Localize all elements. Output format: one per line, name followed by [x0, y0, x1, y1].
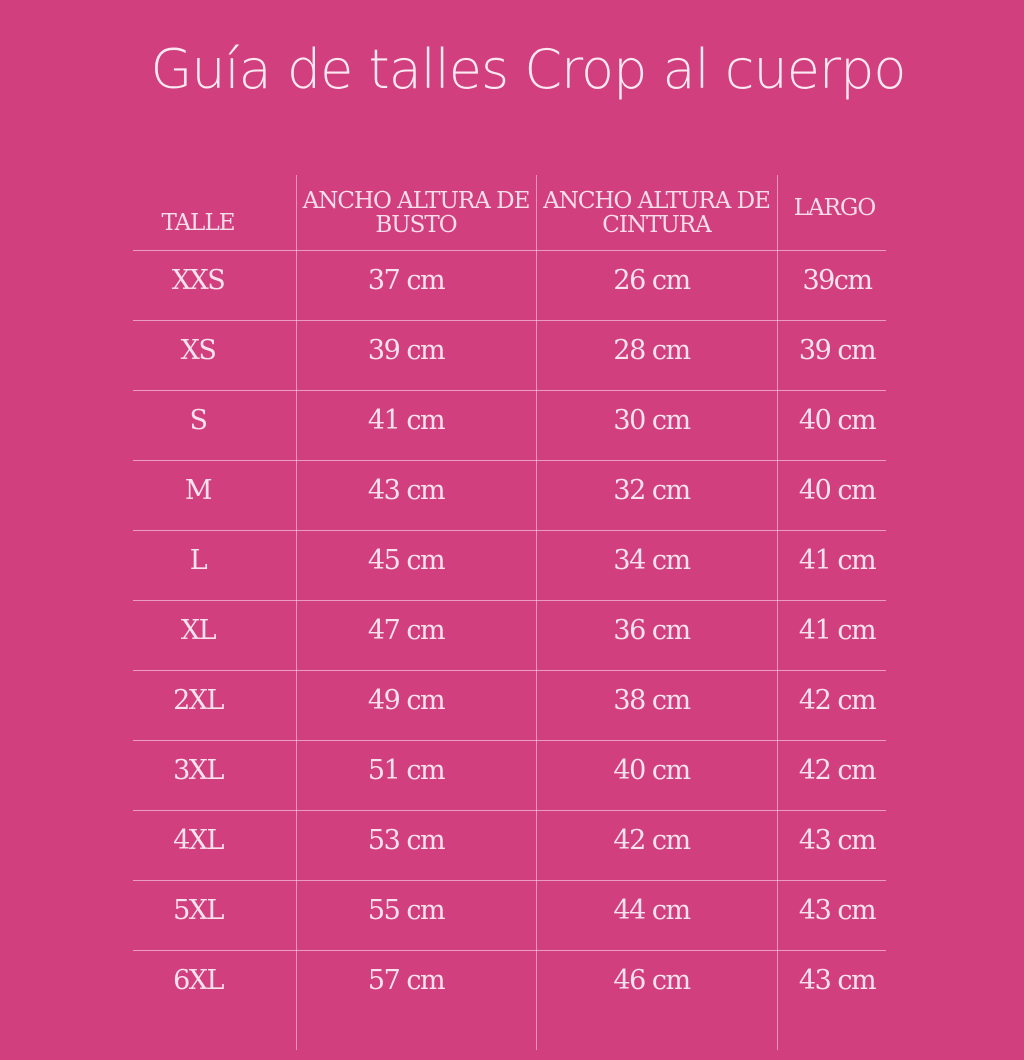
cell-talle: XS [180, 334, 217, 366]
cell-busto: 41 cm [367, 404, 446, 436]
cell-largo: 42 cm [798, 754, 877, 786]
cell-talle: M [184, 474, 213, 506]
table-header: TALLE ANCHO ALTURA DE BUSTO ANCHO ALTURA… [133, 175, 886, 251]
cell-busto: 57 cm [367, 964, 446, 996]
table-row: L 45 cm 34 cm 41 cm [133, 530, 886, 600]
column-divider [296, 175, 297, 1050]
cell-busto: 53 cm [367, 824, 446, 856]
cell-largo: 40 cm [798, 474, 877, 506]
cell-largo: 39 cm [798, 334, 877, 366]
header-busto: ANCHO ALTURA DE BUSTO [302, 188, 531, 238]
table-row: XXS 37 cm 26 cm 39cm [133, 250, 886, 320]
cell-busto: 55 cm [367, 894, 446, 926]
column-divider [777, 175, 778, 1050]
cell-busto: 37 cm [367, 264, 446, 296]
table-row: 4XL 53 cm 42 cm 43 cm [133, 810, 886, 880]
cell-busto: 39 cm [367, 334, 446, 366]
table-row: XL 47 cm 36 cm 41 cm [133, 600, 886, 670]
cell-cintura: 26 cm [613, 264, 691, 296]
cell-cintura: 38 cm [613, 684, 691, 716]
cell-busto: 43 cm [367, 474, 446, 506]
cell-largo: 39cm [802, 264, 873, 296]
header-cintura: ANCHO ALTURA DE CINTURA [543, 188, 771, 238]
cell-busto: 51 cm [367, 754, 446, 786]
table-row: 2XL 49 cm 38 cm 42 cm [133, 670, 886, 740]
cell-talle: XL [180, 614, 217, 646]
cell-talle: 4XL [173, 824, 224, 856]
cell-cintura: 36 cm [613, 614, 691, 646]
cell-talle: 2XL [173, 684, 224, 716]
cell-busto: 45 cm [367, 544, 446, 576]
cell-busto: 47 cm [367, 614, 446, 646]
size-table: TALLE ANCHO ALTURA DE BUSTO ANCHO ALTURA… [133, 175, 886, 1050]
cell-cintura: 46 cm [613, 964, 691, 996]
cell-cintura: 30 cm [613, 404, 691, 436]
cell-cintura: 32 cm [613, 474, 691, 506]
cell-talle: 5XL [173, 894, 224, 926]
table-body: XXS 37 cm 26 cm 39cm XS 39 cm 28 cm 39 cm S 41 cm… [133, 250, 886, 1020]
cell-largo: 43 cm [798, 964, 877, 996]
cell-cintura: 28 cm [613, 334, 691, 366]
cell-busto: 49 cm [367, 684, 446, 716]
table-row: M 43 cm 32 cm 40 cm [133, 460, 886, 530]
cell-talle: 6XL [173, 964, 224, 996]
cell-largo: 40 cm [798, 404, 877, 436]
cell-largo: 42 cm [798, 684, 877, 716]
header-largo: LARGO [793, 195, 876, 221]
table-row: 5XL 55 cm 44 cm 43 cm [133, 880, 886, 950]
column-divider [536, 175, 537, 1050]
cell-cintura: 44 cm [613, 894, 691, 926]
cell-cintura: 40 cm [613, 754, 691, 786]
header-talle: TALLE [161, 210, 235, 236]
cell-talle: XXS [171, 264, 226, 296]
table-row: 6XL 57 cm 46 cm 43 cm [133, 950, 886, 1020]
table-row: 3XL 51 cm 40 cm 42 cm [133, 740, 886, 810]
cell-cintura: 42 cm [613, 824, 691, 856]
table-row: S 41 cm 30 cm 40 cm [133, 390, 886, 460]
cell-talle: S [189, 404, 209, 436]
table-row: XS 39 cm 28 cm 39 cm [133, 320, 886, 390]
cell-cintura: 34 cm [613, 544, 691, 576]
cell-talle: 3XL [173, 754, 224, 786]
cell-largo: 41 cm [798, 614, 877, 646]
cell-largo: 43 cm [798, 824, 877, 856]
cell-talle: L [189, 544, 208, 576]
cell-largo: 41 cm [798, 544, 877, 576]
cell-largo: 43 cm [798, 894, 877, 926]
page-title: Guía de talles Crop al cuerpo [150, 38, 907, 101]
